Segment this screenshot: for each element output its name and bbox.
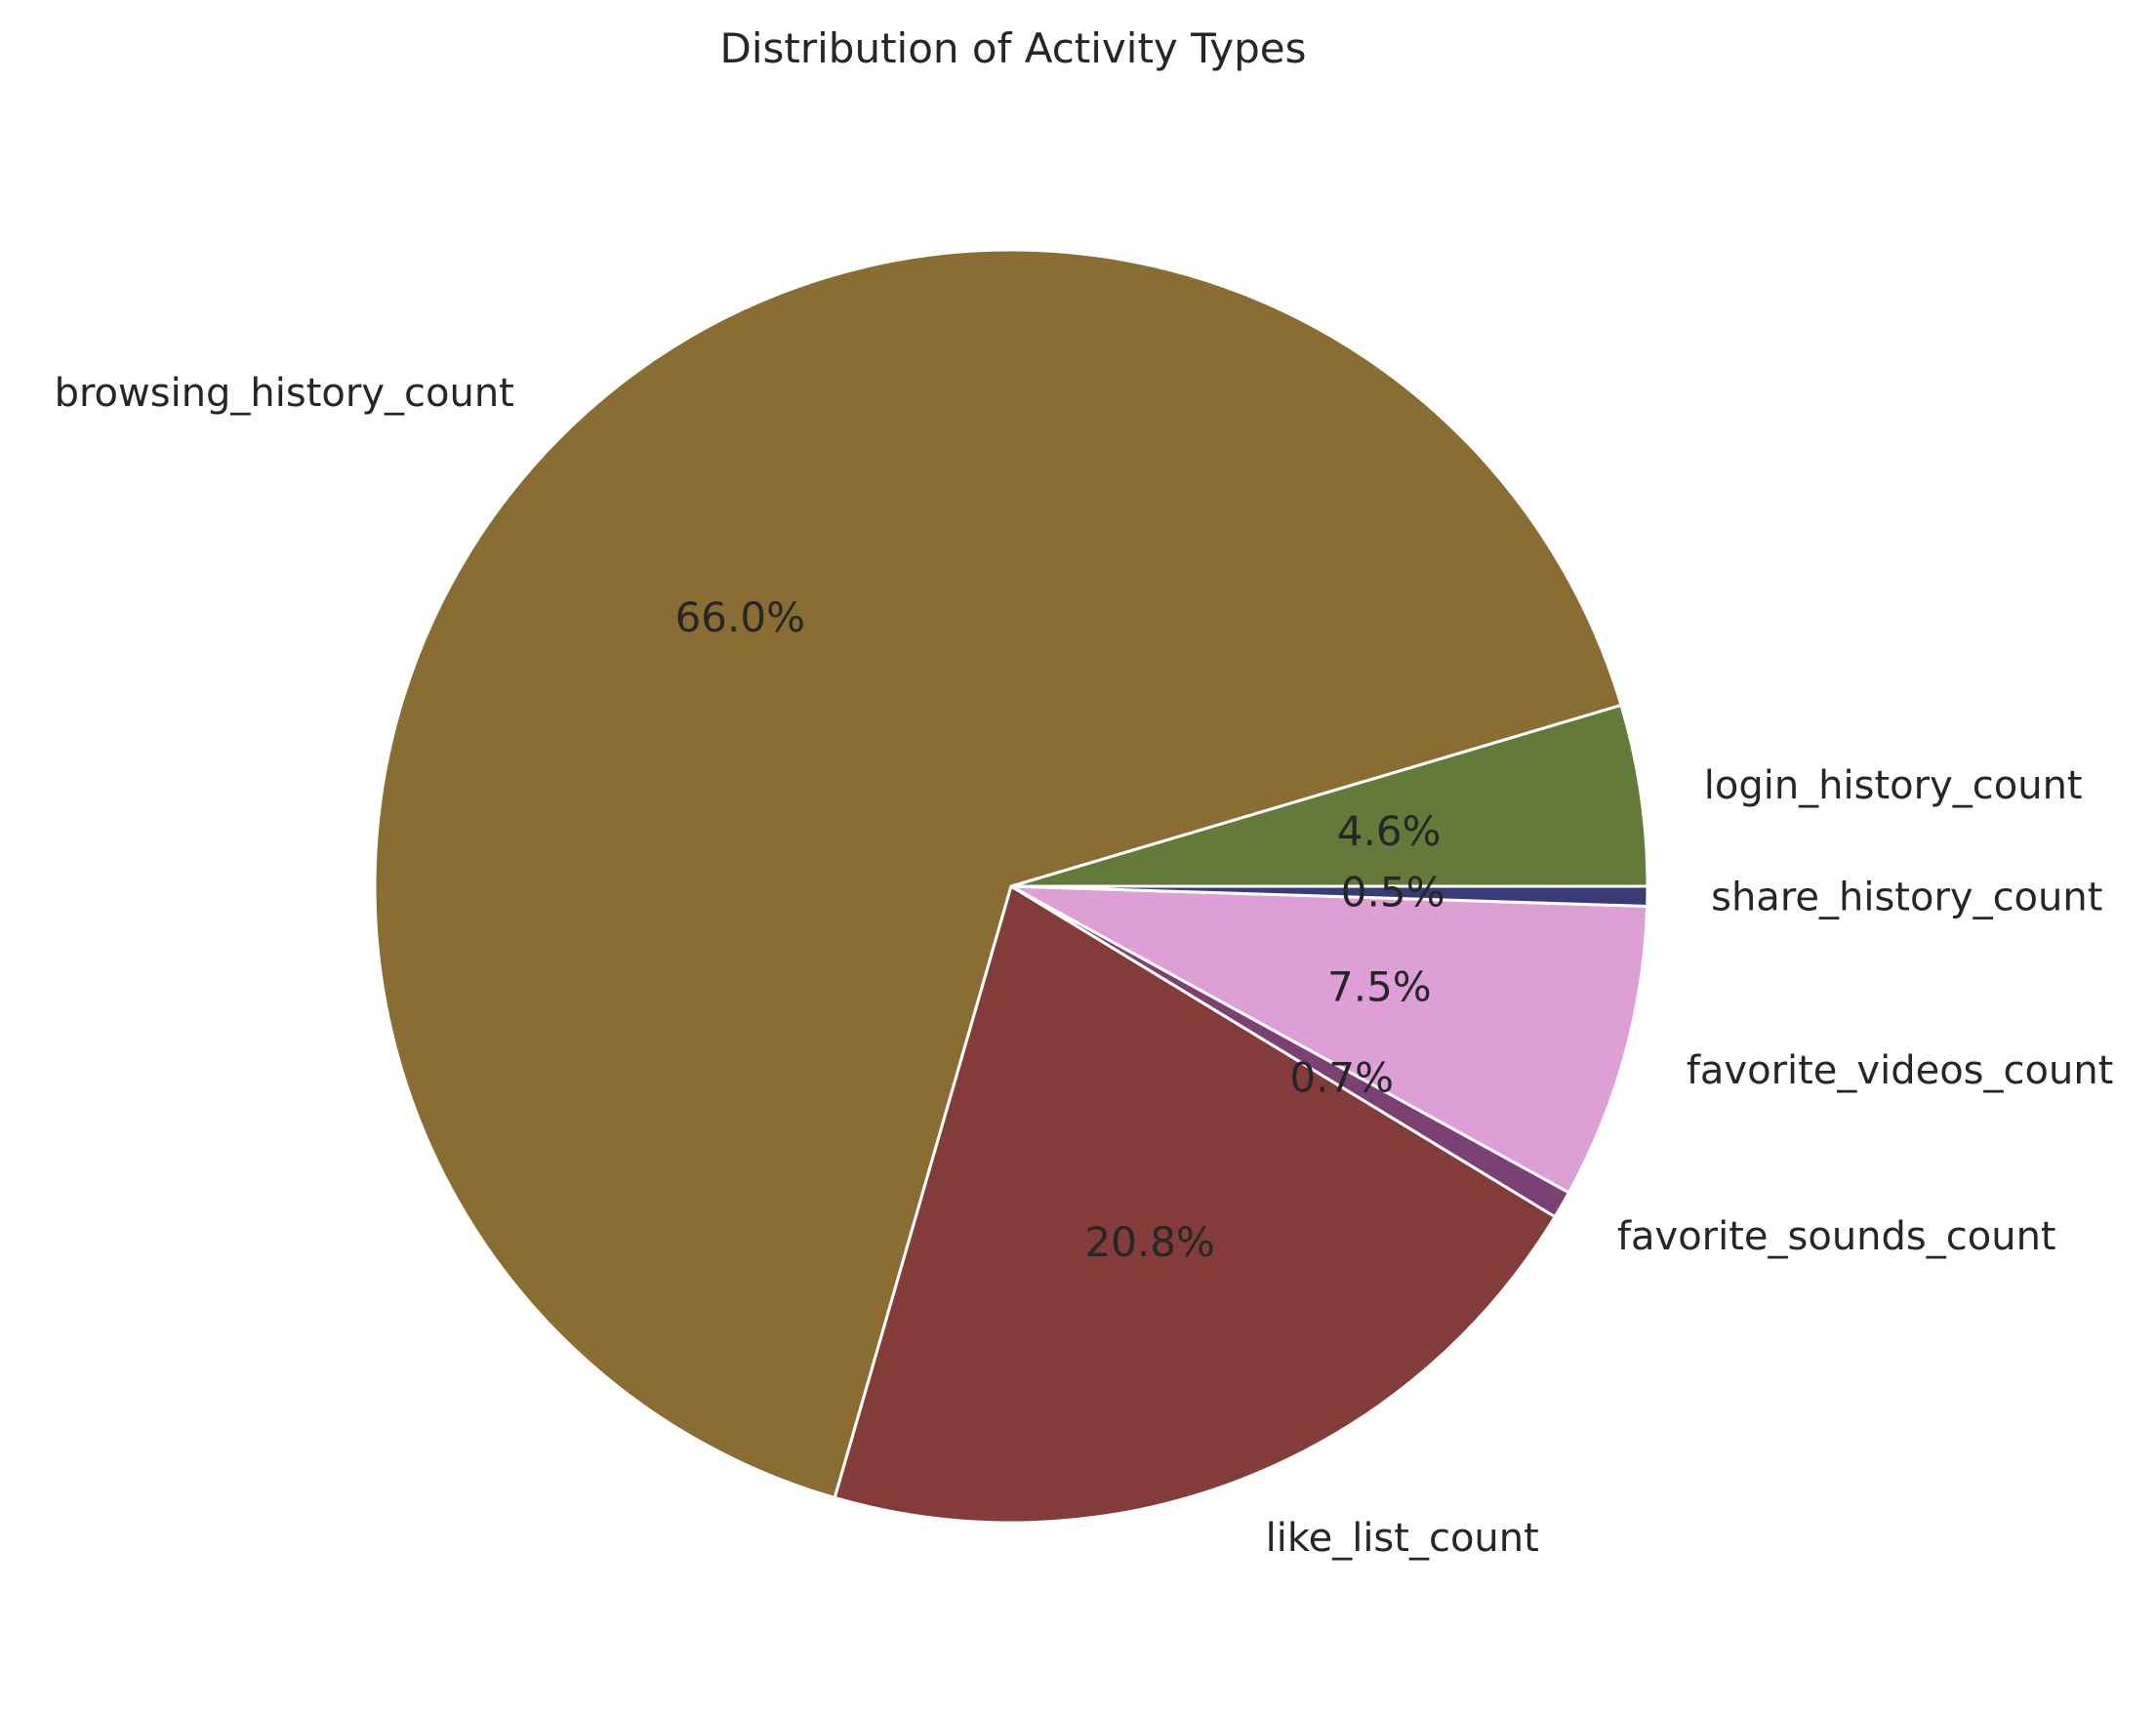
pie-slice-like-list-count (833, 884, 1557, 1525)
pie-slice-share-history-count (1009, 884, 1649, 908)
slice-labels: login_history_count browsing_history_coun… (55, 371, 2114, 1561)
percent-label-browsing-history-count: 66.0% (675, 593, 805, 641)
pie-slice-login-history-count (1009, 703, 1649, 888)
percent-labels: 4.6% 66.0% 20.8% 0.7% 7.5% 0.5% (675, 593, 1445, 1266)
percent-label-like-list-count: 20.8% (1084, 1218, 1214, 1266)
pie-slice-favorite-videos-count (1009, 884, 1649, 1195)
slice-label-share-history-count: share_history_count (1711, 875, 2102, 919)
chart-title: Distribution of Activity Types (720, 24, 1307, 72)
slice-label-browsing-history-count: browsing_history_count (55, 371, 514, 416)
percent-label-login-history-count: 4.6% (1337, 807, 1442, 855)
slice-label-favorite-sounds-count: favorite_sounds_count (1617, 1214, 2056, 1259)
percent-label-favorite-videos-count: 7.5% (1327, 963, 1432, 1011)
slice-label-favorite-videos-count: favorite_videos_count (1687, 1048, 2114, 1093)
slice-label-login-history-count: login_history_count (1704, 763, 2083, 808)
pie-slice-browsing-history-count (373, 248, 1623, 1499)
percent-label-share-history-count: 0.5% (1341, 869, 1445, 917)
pie-slices (373, 248, 1649, 1525)
percent-label-favorite-sounds-count: 0.7% (1289, 1053, 1394, 1101)
slice-label-like-list-count: like_list_count (1266, 1516, 1539, 1561)
